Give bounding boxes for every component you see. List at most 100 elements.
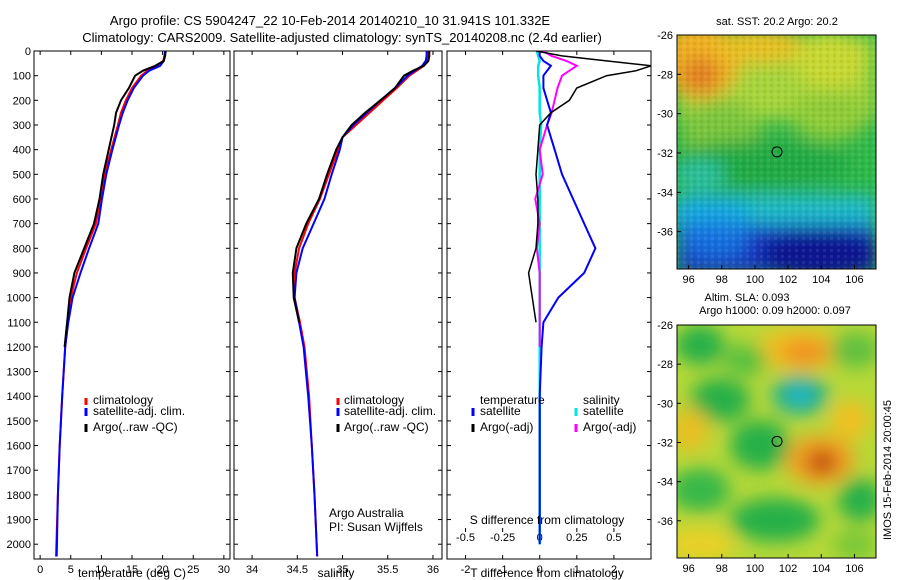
- temperature-satellite-diff-line: [538, 51, 597, 545]
- depth-tick-label: 0: [25, 46, 31, 58]
- sst-map-lat-axis: -26 -28 -30 -32 -34 -36: [657, 30, 681, 239]
- salinity-x-label: salinity: [318, 566, 355, 580]
- depth-tick-label: 800: [13, 243, 31, 255]
- legend-salinity-heading: salinity: [583, 393, 620, 407]
- t-difference-label: T difference from climatology: [470, 566, 624, 580]
- annotation-argo-australia: Argo Australia: [329, 506, 404, 520]
- lat-tick-label: -36: [657, 516, 673, 528]
- sst-map-title: sat. SST: 20.2 Argo: 20.2: [716, 16, 838, 28]
- depth-tick-label: 900: [13, 268, 31, 280]
- argo-location-marker: [771, 146, 783, 158]
- lon-tick-label: 104: [812, 563, 830, 575]
- sst-heatmap: [677, 35, 876, 269]
- legend-t-argo-label: Argo(-adj): [480, 420, 533, 434]
- lon-tick-label: 96: [682, 274, 694, 286]
- t-diff-x-tick-label: -2: [461, 564, 471, 576]
- argo-location-marker: [771, 435, 783, 447]
- salinity-x-tick-label: 35: [336, 564, 348, 576]
- sla-map-title: Altim. SLA: 0.093: [705, 292, 790, 304]
- lat-tick-label: -26: [657, 30, 673, 42]
- depth-tick-label: 400: [13, 145, 31, 157]
- lon-tick-label: 100: [746, 274, 764, 286]
- temperature-x-tick-label: 25: [187, 564, 199, 576]
- lon-tick-label: 102: [779, 274, 797, 286]
- lat-tick-label: -32: [657, 148, 673, 160]
- satellite-adj-line: [55, 51, 167, 557]
- lat-tick-label: -36: [657, 227, 673, 239]
- depth-tick-label: 1600: [7, 441, 31, 453]
- legend-climatology-label: climatology: [93, 393, 153, 407]
- salinity-x-tick-label: 34: [246, 564, 258, 576]
- depth-tick-label: 1700: [7, 465, 31, 477]
- lon-tick-label: 100: [746, 563, 764, 575]
- salinity-satellite-diff-line: [535, 51, 543, 545]
- title-line-1: Argo profile: CS 5904247_22 10-Feb-2014 …: [110, 13, 551, 28]
- title-line-2: Climatology: CARS2009. Satellite-adjuste…: [82, 30, 602, 45]
- depth-tick-label: 1900: [7, 515, 31, 527]
- lat-tick-label: -30: [657, 109, 673, 121]
- sla-map-frame: [676, 324, 877, 559]
- s-diff-tick-label: 0.25: [566, 532, 587, 544]
- salinity-x-tick-label: 36: [427, 564, 439, 576]
- salinity-x-tick-label: 34.5: [287, 564, 308, 576]
- difference-legend: temperature satellite Argo(-adj) salinit…: [471, 393, 636, 434]
- difference-axes-box: [446, 50, 652, 560]
- temperature-axes-box: [33, 50, 231, 560]
- temperature-x-tick-label: 5: [68, 564, 74, 576]
- depth-tick-label: 300: [13, 120, 31, 132]
- depth-tick-label: 500: [13, 169, 31, 181]
- legend-argo-label: Argo(..raw -QC): [93, 420, 178, 434]
- lat-tick-label: -34: [657, 187, 673, 199]
- depth-tick-label: 100: [13, 71, 31, 83]
- salinity-axes-box: [233, 50, 443, 560]
- temperature-series: [55, 51, 167, 557]
- depth-tick-label: 200: [13, 95, 31, 107]
- sst-map-panel: sat. SST: 20.2 Argo: 20.2: [657, 16, 877, 286]
- lat-tick-label: -34: [657, 477, 673, 489]
- lon-tick-label: 102: [779, 563, 797, 575]
- s-diff-tick-label: -0.5: [456, 532, 475, 544]
- lon-tick-label: 98: [716, 563, 728, 575]
- s-difference-label: S difference from climatology: [470, 513, 625, 527]
- temperature-x-tick-label: 20: [157, 564, 169, 576]
- depth-axis: 0 100 200 300 400 500 600 700 800 900 1000 1100 1200…: [7, 46, 230, 551]
- lat-tick-label: -28: [657, 359, 673, 371]
- t-diff-x-tick-label: 0: [537, 564, 543, 576]
- salinity-x-tick-label: 35.5: [377, 564, 398, 576]
- depth-tick-label: 1300: [7, 367, 31, 379]
- difference-series: [527, 51, 651, 545]
- temperature-x-tick-label: 30: [218, 564, 230, 576]
- temperature-x-tick-label: 0: [37, 564, 43, 576]
- salinity-y-ticks: [234, 50, 442, 545]
- legend-satellite-label: satellite-adj. clim.: [93, 404, 185, 418]
- temperature-panel: 0100200300400500600700800900100011001200…: [7, 46, 231, 580]
- lon-tick-label: 106: [845, 563, 863, 575]
- salinity-x-axis: 34 34.5 35 35.5 36: [246, 51, 439, 576]
- legend-satellite-label: satellite-adj. clim.: [344, 404, 436, 418]
- depth-tick-label: 1100: [7, 317, 31, 329]
- depth-tick-label: 1800: [7, 490, 31, 502]
- temperature-x-tick-label: 10: [95, 564, 107, 576]
- s-diff-tick-label: 0.5: [606, 532, 621, 544]
- sst-map-frame: [676, 34, 877, 270]
- salinity-panel: 34 34.5 35 35.5 36 salinity climatology sate…: [233, 50, 443, 580]
- argo-line: [291, 51, 431, 323]
- legend-s-argo-label: Argo(-adj): [583, 420, 636, 434]
- temperature-x-label: temperature (deg C): [78, 566, 186, 580]
- sla-map-subtitle: Argo h1000: 0.09 h2000: 0.097: [699, 305, 851, 317]
- sla-map-panel: Altim. SLA: 0.093 Argo h1000: 0.09 h2000…: [657, 292, 877, 575]
- lat-tick-label: -32: [657, 437, 673, 449]
- lon-tick-label: 96: [682, 563, 694, 575]
- lat-tick-label: -30: [657, 398, 673, 410]
- sla-map-lon-axis: 96 98 100 102 104 106: [682, 554, 864, 575]
- legend-argo-label: Argo(..raw -QC): [344, 420, 429, 434]
- imos-credit: IMOS 15-Feb-2014 20:00:45: [882, 400, 894, 540]
- temperature-x-axis: 0 5 10 15 20 25 30: [37, 51, 230, 576]
- lat-tick-label: -28: [657, 69, 673, 81]
- difference-y-ticks: [447, 50, 651, 545]
- depth-tick-label: 1400: [7, 391, 31, 403]
- depth-tick-label: 1500: [7, 416, 31, 428]
- salinity-legend: climatology satellite-adj. clim. Argo(..…: [336, 393, 436, 434]
- legend-temperature-heading: temperature: [480, 393, 545, 407]
- difference-panel: -2 -1 0 1 2 -0.5 -0.25 0 0.25 0.5 S difference f…: [446, 50, 652, 580]
